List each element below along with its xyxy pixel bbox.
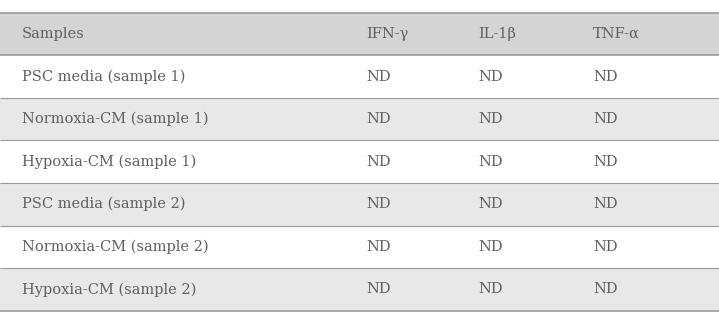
Text: TNF-α: TNF-α: [593, 27, 640, 41]
Text: ND: ND: [593, 112, 618, 126]
Bar: [0, 98, 719, 140]
Text: Hypoxia-CM (sample 1): Hypoxia-CM (sample 1): [22, 154, 196, 169]
Text: ND: ND: [478, 197, 503, 211]
Text: ND: ND: [593, 69, 618, 84]
Text: ND: ND: [478, 240, 503, 254]
Text: ND: ND: [367, 69, 391, 84]
Bar: [0, 183, 719, 225]
Text: ND: ND: [367, 240, 391, 254]
Text: IL-1β: IL-1β: [478, 27, 516, 41]
Text: Normoxia-CM (sample 2): Normoxia-CM (sample 2): [22, 240, 209, 254]
Bar: [0, 140, 719, 183]
Text: ND: ND: [478, 69, 503, 84]
Text: ND: ND: [593, 197, 618, 211]
Text: IFN-γ: IFN-γ: [367, 27, 409, 41]
Text: ND: ND: [367, 282, 391, 296]
Text: Samples: Samples: [22, 27, 84, 41]
Text: ND: ND: [478, 282, 503, 296]
Text: Hypoxia-CM (sample 2): Hypoxia-CM (sample 2): [22, 282, 196, 297]
Bar: [0, 225, 719, 268]
Text: ND: ND: [478, 155, 503, 169]
Text: ND: ND: [367, 197, 391, 211]
Text: ND: ND: [593, 155, 618, 169]
Text: PSC media (sample 1): PSC media (sample 1): [22, 69, 185, 84]
Bar: [0, 268, 719, 311]
Text: ND: ND: [593, 240, 618, 254]
Text: Normoxia-CM (sample 1): Normoxia-CM (sample 1): [22, 112, 208, 126]
Bar: [0, 55, 719, 98]
Text: ND: ND: [367, 155, 391, 169]
Text: PSC media (sample 2): PSC media (sample 2): [22, 197, 185, 211]
Text: ND: ND: [478, 112, 503, 126]
Text: ND: ND: [593, 282, 618, 296]
Text: ND: ND: [367, 112, 391, 126]
Bar: [0, 13, 719, 55]
